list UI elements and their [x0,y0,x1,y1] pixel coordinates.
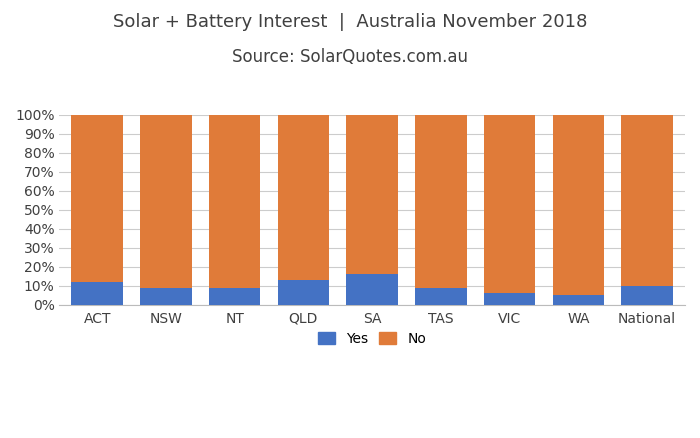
Bar [553,115,604,295]
Bar [415,288,467,305]
Bar [209,288,260,305]
Text: Source: SolarQuotes.com.au: Source: SolarQuotes.com.au [232,48,468,66]
Bar [553,295,604,305]
Bar [209,115,260,288]
Bar [71,282,123,305]
Bar [278,115,329,280]
Bar [278,280,329,305]
Bar [415,115,467,288]
Legend: Yes, No: Yes, No [313,326,432,351]
Bar [484,293,536,305]
Bar [622,286,673,305]
Bar [71,115,123,282]
Bar [140,115,192,288]
Bar [622,115,673,286]
Bar [346,115,398,275]
Bar [140,288,192,305]
Bar [484,115,536,293]
Text: Solar + Battery Interest  |  Australia November 2018: Solar + Battery Interest | Australia Nov… [113,13,587,31]
Bar [346,275,398,305]
